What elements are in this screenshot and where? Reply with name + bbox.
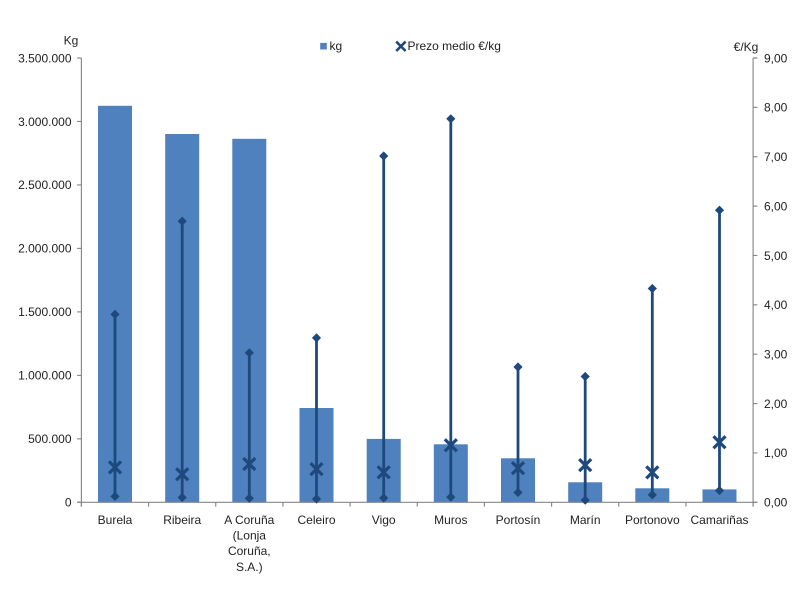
svg-text:0: 0: [65, 496, 72, 510]
svg-text:6,00: 6,00: [764, 199, 788, 213]
svg-text:5,00: 5,00: [764, 249, 788, 263]
svg-text:Marín: Marín: [570, 513, 601, 527]
svg-text:Portosín: Portosín: [496, 513, 541, 527]
svg-text:Kg: Kg: [64, 34, 79, 48]
svg-text:9,00: 9,00: [764, 51, 788, 65]
svg-text:Camariñas: Camariñas: [690, 513, 748, 527]
svg-text:3,00: 3,00: [764, 348, 788, 362]
svg-text:1.500.000: 1.500.000: [18, 305, 72, 319]
svg-text:Celeiro: Celeiro: [297, 513, 335, 527]
svg-text:Vigo: Vigo: [372, 513, 396, 527]
svg-text:kg: kg: [330, 39, 343, 53]
svg-text:7,00: 7,00: [764, 150, 788, 164]
svg-text:3.500.000: 3.500.000: [18, 51, 72, 65]
svg-text:4,00: 4,00: [764, 298, 788, 312]
svg-text:(Lonja: (Lonja: [233, 529, 267, 543]
svg-text:3.000.000: 3.000.000: [18, 115, 72, 129]
svg-text:2.500.000: 2.500.000: [18, 178, 72, 192]
svg-text:Ribeira: Ribeira: [163, 513, 201, 527]
svg-text:Coruña,: Coruña,: [228, 544, 271, 558]
svg-text:8,00: 8,00: [764, 101, 788, 115]
svg-text:A Coruña: A Coruña: [224, 513, 274, 527]
svg-text:Muros: Muros: [434, 513, 467, 527]
svg-text:0,00: 0,00: [764, 496, 788, 510]
svg-text:500.000: 500.000: [28, 432, 72, 446]
svg-text:2.000.000: 2.000.000: [18, 242, 72, 256]
svg-text:S.A.): S.A.): [236, 560, 263, 574]
svg-text:1.000.000: 1.000.000: [18, 369, 72, 383]
svg-text:Portonovo: Portonovo: [625, 513, 680, 527]
svg-text:2,00: 2,00: [764, 397, 788, 411]
svg-text:Burela: Burela: [98, 513, 133, 527]
svg-text:Prezo medio €/kg: Prezo medio €/kg: [408, 39, 501, 53]
svg-text:1,00: 1,00: [764, 446, 788, 460]
svg-text:€/Kg: €/Kg: [734, 40, 759, 54]
